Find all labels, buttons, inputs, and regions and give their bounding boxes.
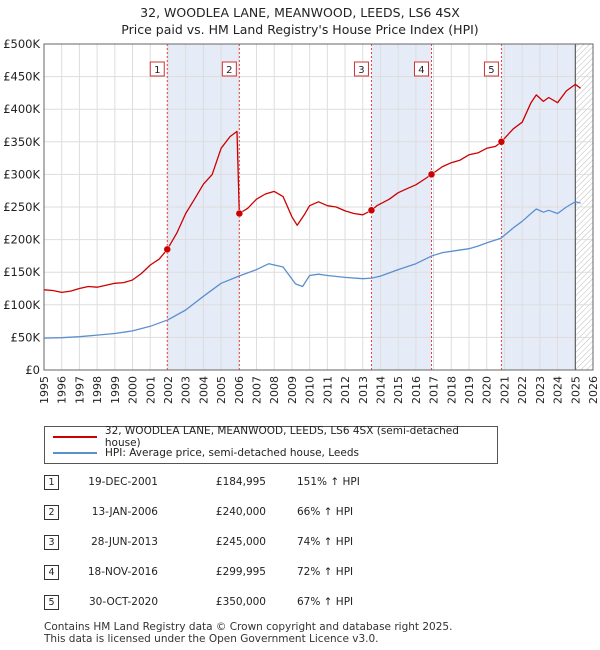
chart-subtitle: Price paid vs. HM Land Registry's House … — [121, 22, 479, 37]
footer-licence: This data is licensed under the Open Gov… — [44, 633, 379, 645]
transaction-row: 5 30-OCT-2020 £350,000 67% ↑ HPI — [0, 595, 600, 611]
transaction-date: 28-JUN-2013 — [91, 536, 158, 548]
transaction-number: 3 — [44, 535, 59, 550]
x-tick-label: 2011 — [321, 376, 334, 404]
x-tick-label: 2001 — [144, 376, 157, 404]
x-tick-label: 2006 — [233, 376, 246, 404]
x-tick-label: 2014 — [374, 376, 387, 404]
transaction-box-label-1: 1 — [154, 65, 160, 76]
y-tick-label: £400K — [3, 102, 40, 116]
transaction-row: 2 13-JAN-2006 £240,000 66% ↑ HPI — [0, 505, 600, 521]
x-tick-label: 2002 — [162, 376, 175, 404]
x-tick-label: 2012 — [339, 376, 352, 404]
transaction-marker-2 — [235, 209, 244, 218]
transaction-row: 1 19-DEC-2001 £184,995 151% ↑ HPI — [0, 475, 600, 491]
legend-item-property: 32, WOODLEA LANE, MEANWOOD, LEEDS, LS6 4… — [53, 425, 497, 449]
y-tick-label: £350K — [3, 135, 40, 149]
x-tick-label: 1998 — [91, 376, 104, 404]
chart-title-address: 32, WOODLEA LANE, MEANWOOD, LEEDS, LS6 4… — [140, 5, 460, 20]
transaction-hpi-change: 151% ↑ HPI — [297, 476, 360, 488]
y-tick-label: £300K — [3, 167, 40, 181]
transaction-row: 4 18-NOV-2016 £299,995 72% ↑ HPI — [0, 565, 600, 581]
y-tick-label: £250K — [3, 200, 40, 214]
x-tick-label: 2018 — [445, 376, 458, 404]
x-tick-label: 2000 — [127, 376, 140, 404]
legend-item-hpi: HPI: Average price, semi-detached house,… — [53, 446, 359, 460]
x-tick-label: 2016 — [410, 376, 423, 404]
x-tick-label: 2023 — [534, 376, 547, 404]
y-tick-label: £50K — [11, 330, 41, 344]
footer-copyright: Contains HM Land Registry data © Crown c… — [44, 621, 453, 633]
transaction-marker-1 — [163, 245, 172, 254]
transaction-price: £245,000 — [215, 536, 266, 548]
hpi-line — [43, 201, 581, 339]
y-tick-label: £450K — [3, 70, 40, 84]
x-tick-label: 2004 — [197, 376, 210, 404]
footer: Contains HM Land Registry data © Crown c… — [44, 621, 452, 645]
transaction-number: 5 — [44, 595, 59, 610]
transaction-box-4 — [413, 61, 429, 77]
transaction-hpi-change: 66% ↑ HPI — [297, 506, 354, 518]
transaction-box-5 — [483, 61, 499, 77]
transaction-date: 30-OCT-2020 — [89, 596, 158, 608]
transaction-row: 3 28-JUN-2013 £245,000 74% ↑ HPI — [0, 535, 600, 551]
y-tick-label: £200K — [3, 233, 40, 247]
transaction-box-3 — [353, 61, 369, 77]
transaction-price: £240,000 — [215, 506, 266, 518]
x-tick-label: 1997 — [73, 376, 86, 404]
y-tick-label: £100K — [3, 298, 40, 312]
x-tick-label: 2026 — [587, 376, 600, 404]
transaction-price: £299,995 — [215, 566, 266, 578]
x-tick-label: 2003 — [180, 376, 193, 404]
x-tick-label: 2022 — [516, 376, 529, 404]
transaction-number: 2 — [44, 505, 59, 520]
x-tick-label: 1995 — [38, 376, 51, 404]
transaction-box-label-4: 4 — [418, 65, 424, 76]
legend-swatch-hpi — [53, 452, 97, 454]
x-tick-label: 2007 — [251, 376, 264, 404]
transaction-number: 4 — [44, 565, 59, 580]
transaction-hpi-change: 72% ↑ HPI — [297, 566, 354, 578]
property-price-line — [43, 83, 581, 294]
legend: 32, WOODLEA LANE, MEANWOOD, LEEDS, LS6 4… — [44, 425, 498, 464]
transaction-date: 19-DEC-2001 — [88, 476, 158, 488]
x-tick-label: 2021 — [498, 376, 511, 404]
x-tick-label: 2013 — [357, 376, 370, 404]
x-tick-label: 2020 — [481, 376, 494, 404]
transaction-box-label-5: 5 — [488, 65, 494, 76]
x-tick-label: 2005 — [215, 376, 228, 404]
x-tick-label: 1996 — [56, 376, 69, 404]
transaction-box-1 — [149, 61, 165, 77]
x-tick-label: 2019 — [463, 376, 476, 404]
x-tick-label: 1999 — [109, 376, 122, 404]
x-tick-label: 2015 — [392, 376, 405, 404]
transaction-hpi-change: 67% ↑ HPI — [297, 596, 354, 608]
legend-swatch-property — [53, 436, 97, 438]
legend-label-property: 32, WOODLEA LANE, MEANWOOD, LEEDS, LS6 4… — [104, 425, 459, 449]
transaction-date: 18-NOV-2016 — [87, 566, 158, 578]
transaction-marker-5 — [497, 138, 506, 146]
x-tick-label: 2010 — [304, 376, 317, 404]
transaction-number: 1 — [44, 475, 59, 490]
transaction-marker-3 — [367, 206, 376, 215]
y-tick-label: £150K — [3, 265, 40, 279]
transaction-hpi-change: 74% ↑ HPI — [297, 536, 354, 548]
transaction-box-label-2: 2 — [226, 65, 232, 76]
x-tick-label: 2017 — [428, 376, 441, 404]
transaction-price: £350,000 — [215, 596, 266, 608]
price-chart: £0 £50K £100K £150K £200K £250K £300K £350K £400… — [3, 37, 600, 404]
transaction-date: 13-JAN-2006 — [91, 506, 158, 518]
x-tick-label: 2009 — [286, 376, 299, 404]
x-tick-label: 2024 — [552, 376, 565, 404]
transaction-marker-4 — [427, 170, 436, 179]
y-tick-label: £0 — [25, 363, 40, 377]
transaction-price: £184,995 — [215, 476, 266, 488]
y-tick-label: £500K — [3, 37, 40, 51]
x-tick-label: 2025 — [569, 376, 582, 404]
plot-frame — [43, 43, 594, 371]
transaction-box-label-3: 3 — [358, 65, 364, 76]
legend-label-hpi: HPI: Average price, semi-detached house,… — [105, 447, 359, 459]
transaction-box-2 — [221, 61, 237, 77]
x-tick-label: 2008 — [268, 376, 281, 404]
